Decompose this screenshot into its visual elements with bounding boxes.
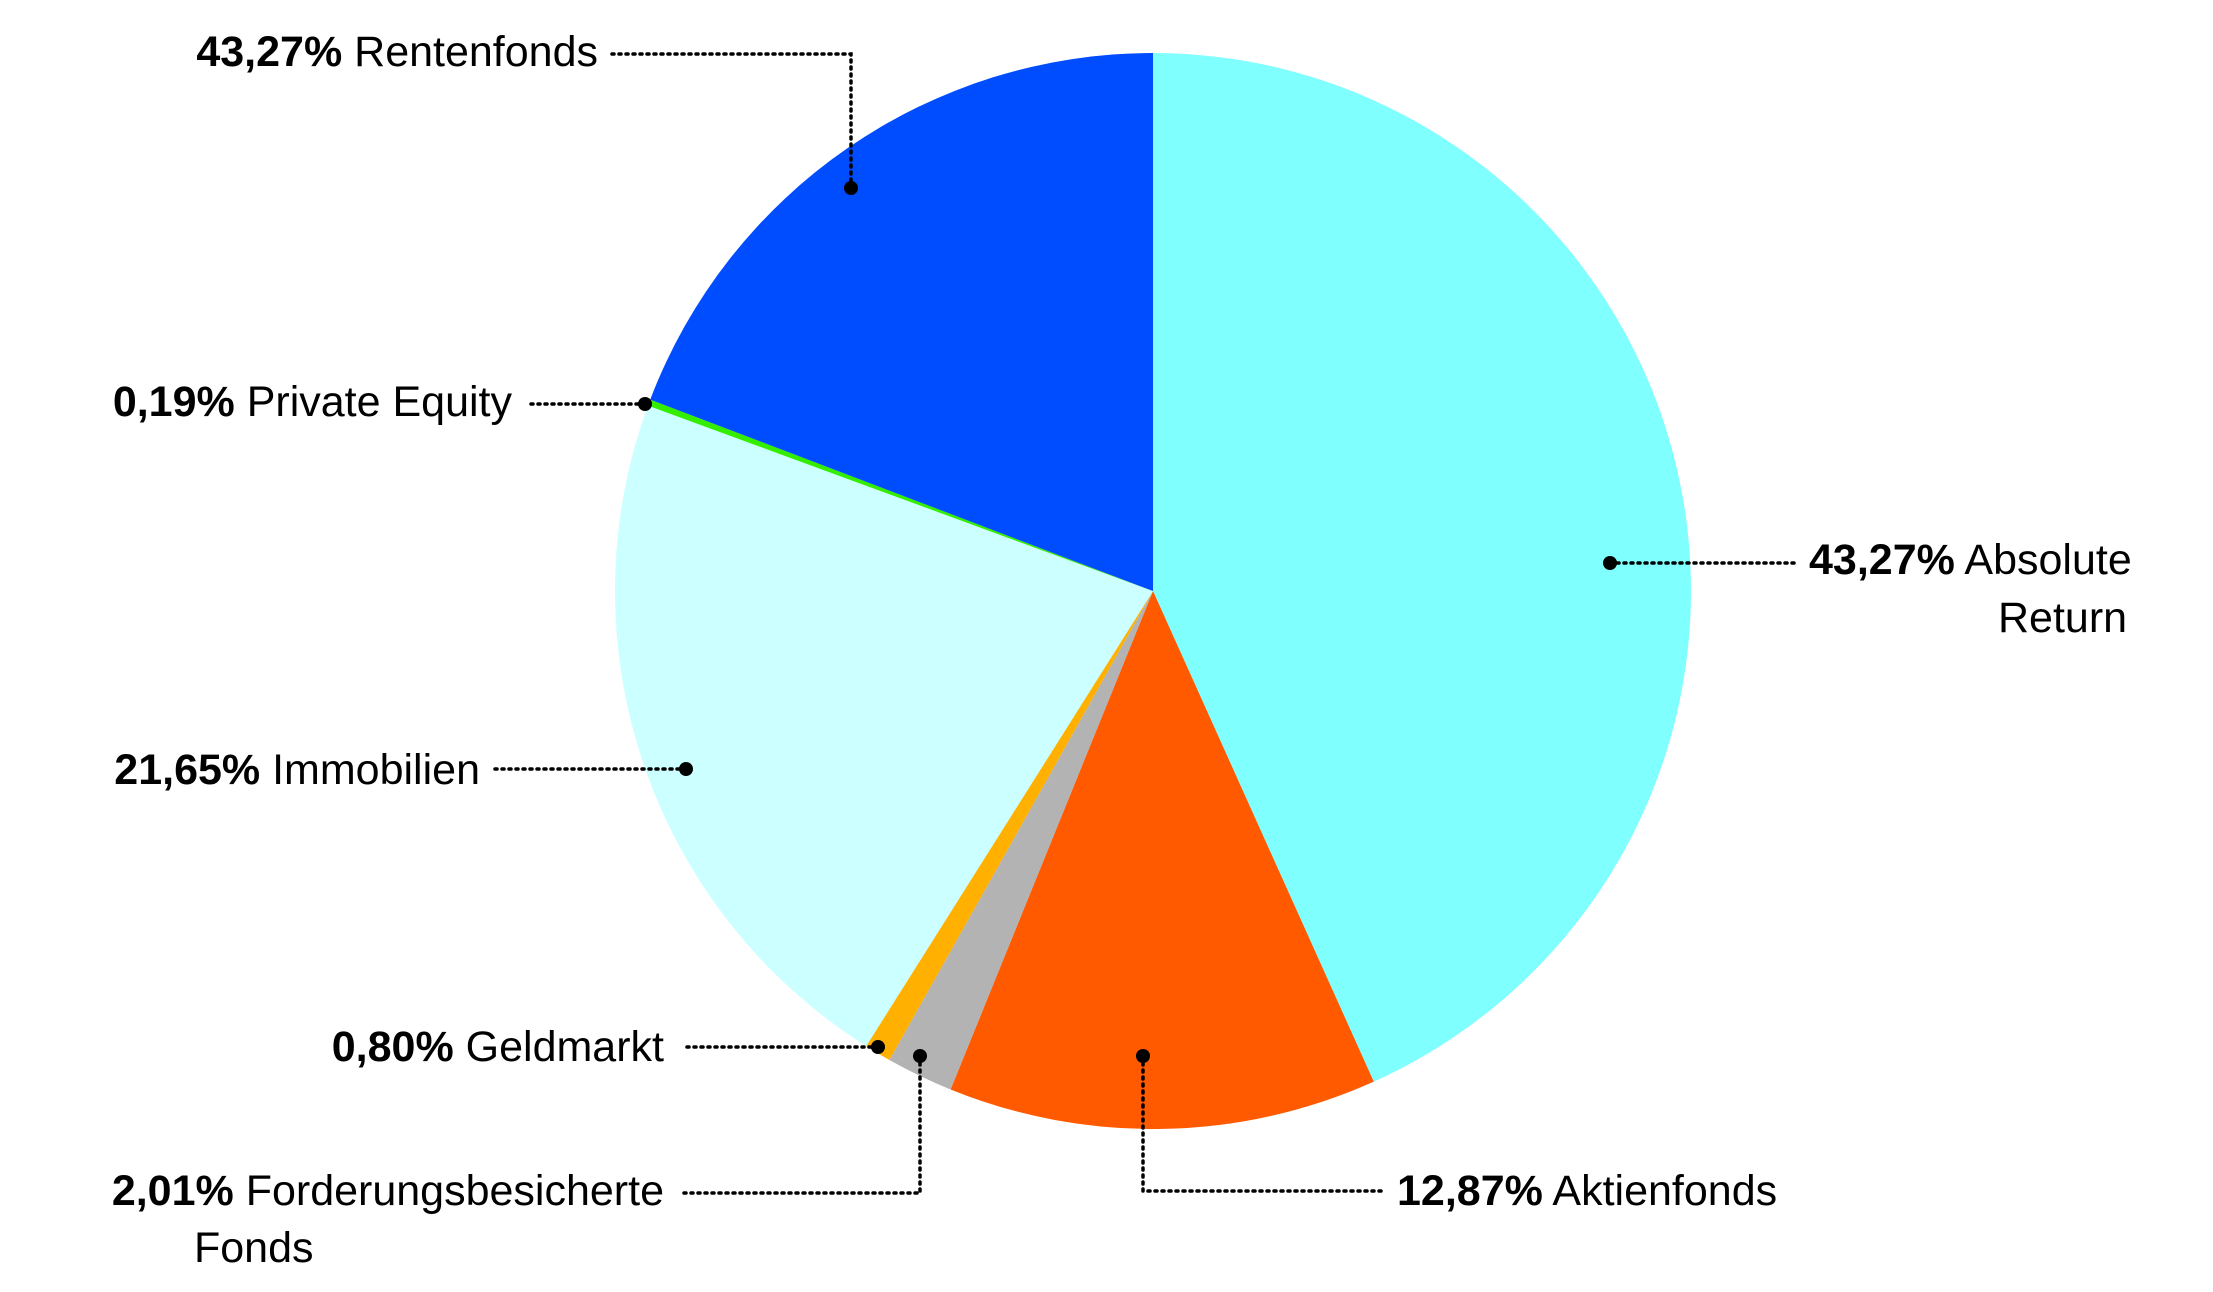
dot-geldmarkt xyxy=(871,1040,885,1054)
leader-forderungsbesicherte xyxy=(678,1054,922,1195)
dot-absolute-return xyxy=(1603,556,1617,570)
leader-lines xyxy=(490,52,1797,1195)
name-immobilien: Immobilien xyxy=(272,746,480,794)
pct-aktienfonds: 12,87% xyxy=(1397,1167,1543,1215)
dot-private-equity xyxy=(638,397,652,411)
pie-slice-immobilien xyxy=(615,405,1153,1047)
pie-slices xyxy=(615,53,1691,1129)
label-absolute-return: 43,27% Absolute xyxy=(1809,536,2132,584)
pct-immobilien: 21,65% xyxy=(114,746,260,794)
label-forderungsbesicherte-line2: Fonds xyxy=(194,1224,314,1272)
pct-geldmarkt: 0,80% xyxy=(332,1023,454,1071)
dot-forderungsbesicherte xyxy=(913,1049,927,1063)
pie-slice-private-equity xyxy=(647,399,1153,591)
pie-slice-aktienfonds xyxy=(950,591,1374,1129)
pie-slice-absolute-return xyxy=(1153,53,1691,1082)
dot-aktienfonds xyxy=(1136,1049,1150,1063)
label-rentenfonds: 43,27% Rentenfonds xyxy=(196,28,598,76)
leader-dots xyxy=(638,181,1617,1063)
pct-private-equity: 0,19% xyxy=(113,378,235,426)
name-rentenfonds: Rentenfonds xyxy=(354,28,598,76)
name-geldmarkt: Geldmarkt xyxy=(466,1023,664,1071)
name-aktienfonds: Aktienfonds xyxy=(1552,1167,1777,1215)
pie-slice-forderungsbesicherte-fonds xyxy=(889,591,1153,1090)
pct-absolute-return: 43,27% xyxy=(1809,536,1955,584)
name-absolute-return: Absolute xyxy=(1964,536,2131,584)
leader-aktienfonds xyxy=(1141,1054,1385,1193)
dot-immobilien xyxy=(679,762,693,776)
name-private-equity: Private Equity xyxy=(247,378,513,426)
pct-forderungsbesicherte: 2,01% xyxy=(112,1167,234,1215)
dot-rentenfonds xyxy=(844,181,858,195)
label-aktienfonds: 12,87% Aktienfonds xyxy=(1397,1167,1777,1215)
pct-rentenfonds: 43,27% xyxy=(196,28,342,76)
label-forderungsbesicherte: 2,01% Forderungsbesicherte xyxy=(112,1167,664,1215)
pie-slice-geldmarkt xyxy=(866,591,1153,1060)
leader-rentenfonds xyxy=(610,52,853,190)
label-private-equity: 0,19% Private Equity xyxy=(113,378,513,426)
pie-slice-rentenfonds xyxy=(650,53,1153,591)
label-absolute-return-line2: Return xyxy=(1998,594,2127,642)
name-forderungsbesicherte: Forderungsbesicherte xyxy=(246,1167,664,1215)
label-immobilien: 21,65% Immobilien xyxy=(114,746,480,794)
label-geldmarkt: 0,80% Geldmarkt xyxy=(332,1023,664,1071)
